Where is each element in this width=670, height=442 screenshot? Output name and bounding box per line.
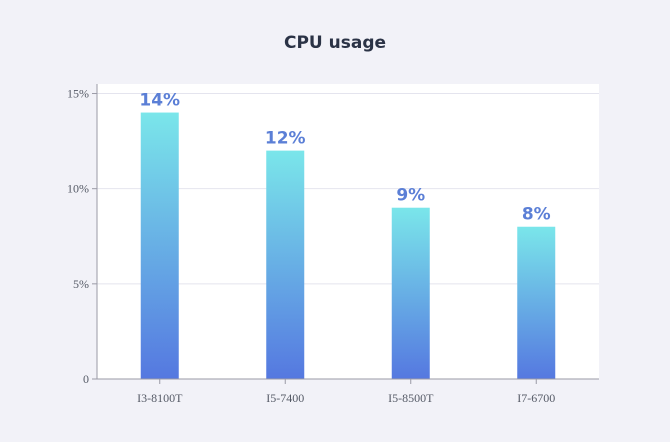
bar-data-label: 9% (396, 186, 425, 206)
bar (140, 112, 179, 379)
bar (517, 226, 556, 379)
bar-data-label: 12% (265, 129, 306, 149)
chart-title: CPU usage (283, 33, 387, 53)
y-tick-label: 0 (83, 372, 89, 386)
bar (266, 150, 305, 379)
labels: 0 5% 10% 15% 14% I3-8100T 12% I5-7400 9% I5-8500T… (67, 87, 555, 405)
y-tick-label: 5% (73, 277, 89, 291)
axes (92, 84, 599, 384)
x-tick-label: I7-6700 (517, 391, 555, 405)
y-tick-label: 10% (67, 182, 89, 196)
bar (391, 207, 430, 379)
bars (140, 112, 556, 379)
x-tick-label: I5-8500T (388, 391, 434, 405)
bar-data-label: 14% (139, 91, 180, 111)
y-tick-label: 15% (67, 87, 89, 101)
grid-lines (97, 93, 599, 285)
plot-area (97, 84, 599, 379)
x-tick-label: I3-8100T (137, 391, 183, 405)
bar-data-label: 8% (522, 205, 551, 225)
x-tick-label: I5-7400 (266, 391, 304, 405)
